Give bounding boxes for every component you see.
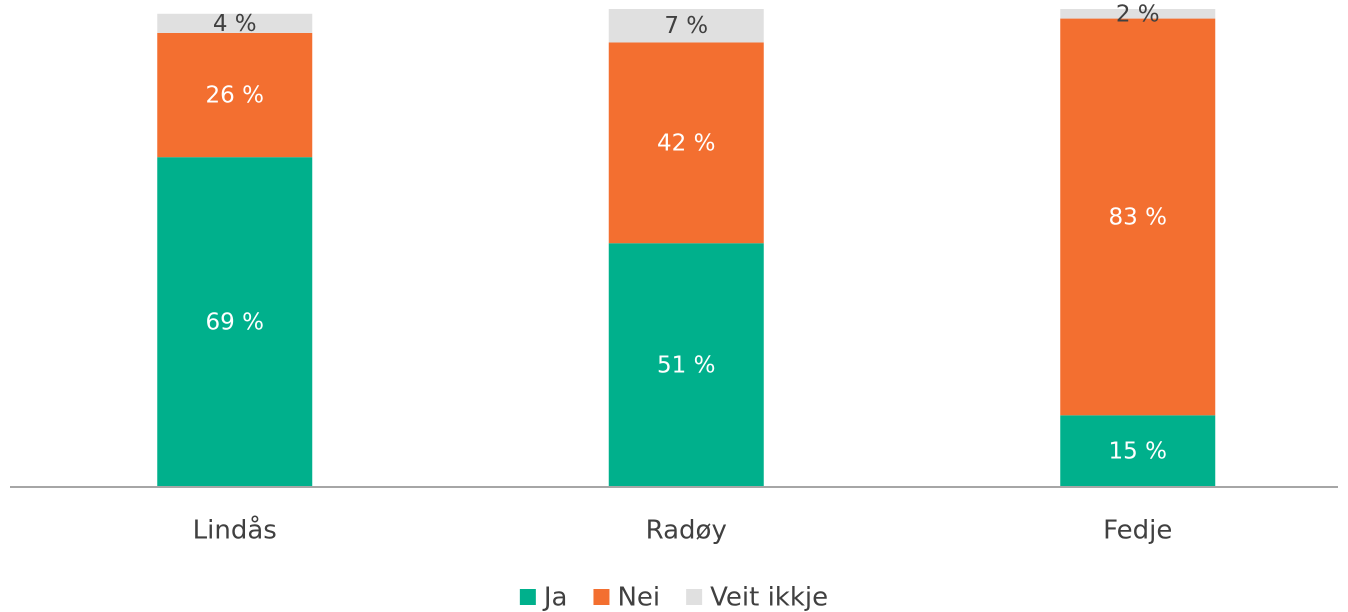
- bar-segment: [157, 157, 313, 487]
- bar-segment: [157, 13, 313, 33]
- data-label: 69 %: [206, 310, 264, 336]
- data-label: 42 %: [657, 130, 715, 156]
- legend-label: Veit ikkje: [710, 583, 828, 612]
- legend-swatch: [593, 589, 610, 605]
- bar-segment: [1060, 415, 1216, 487]
- legend-swatch: [686, 589, 703, 605]
- data-label: 15 %: [1109, 439, 1167, 465]
- legend-label: Ja: [542, 583, 568, 612]
- x-tick-label: Fedje: [1103, 516, 1172, 546]
- legend-label: Nei: [617, 583, 660, 612]
- data-label: 2 %: [1116, 1, 1160, 27]
- data-label: 7 %: [664, 13, 708, 39]
- x-tick-label: Lindås: [193, 515, 277, 546]
- bar-segment: [1060, 9, 1216, 19]
- bar-segment: [608, 9, 764, 43]
- data-label: 4 %: [213, 11, 257, 37]
- data-label: 26 %: [206, 83, 264, 109]
- data-label: 51 %: [657, 353, 715, 379]
- x-tick-label: Radøy: [646, 516, 727, 546]
- bar-segment: [1060, 18, 1216, 416]
- bar-segment: [157, 32, 313, 158]
- bar-segment: [608, 243, 764, 487]
- data-label: 83 %: [1109, 204, 1167, 230]
- legend-swatch: [519, 589, 536, 605]
- bar-segment: [608, 42, 764, 244]
